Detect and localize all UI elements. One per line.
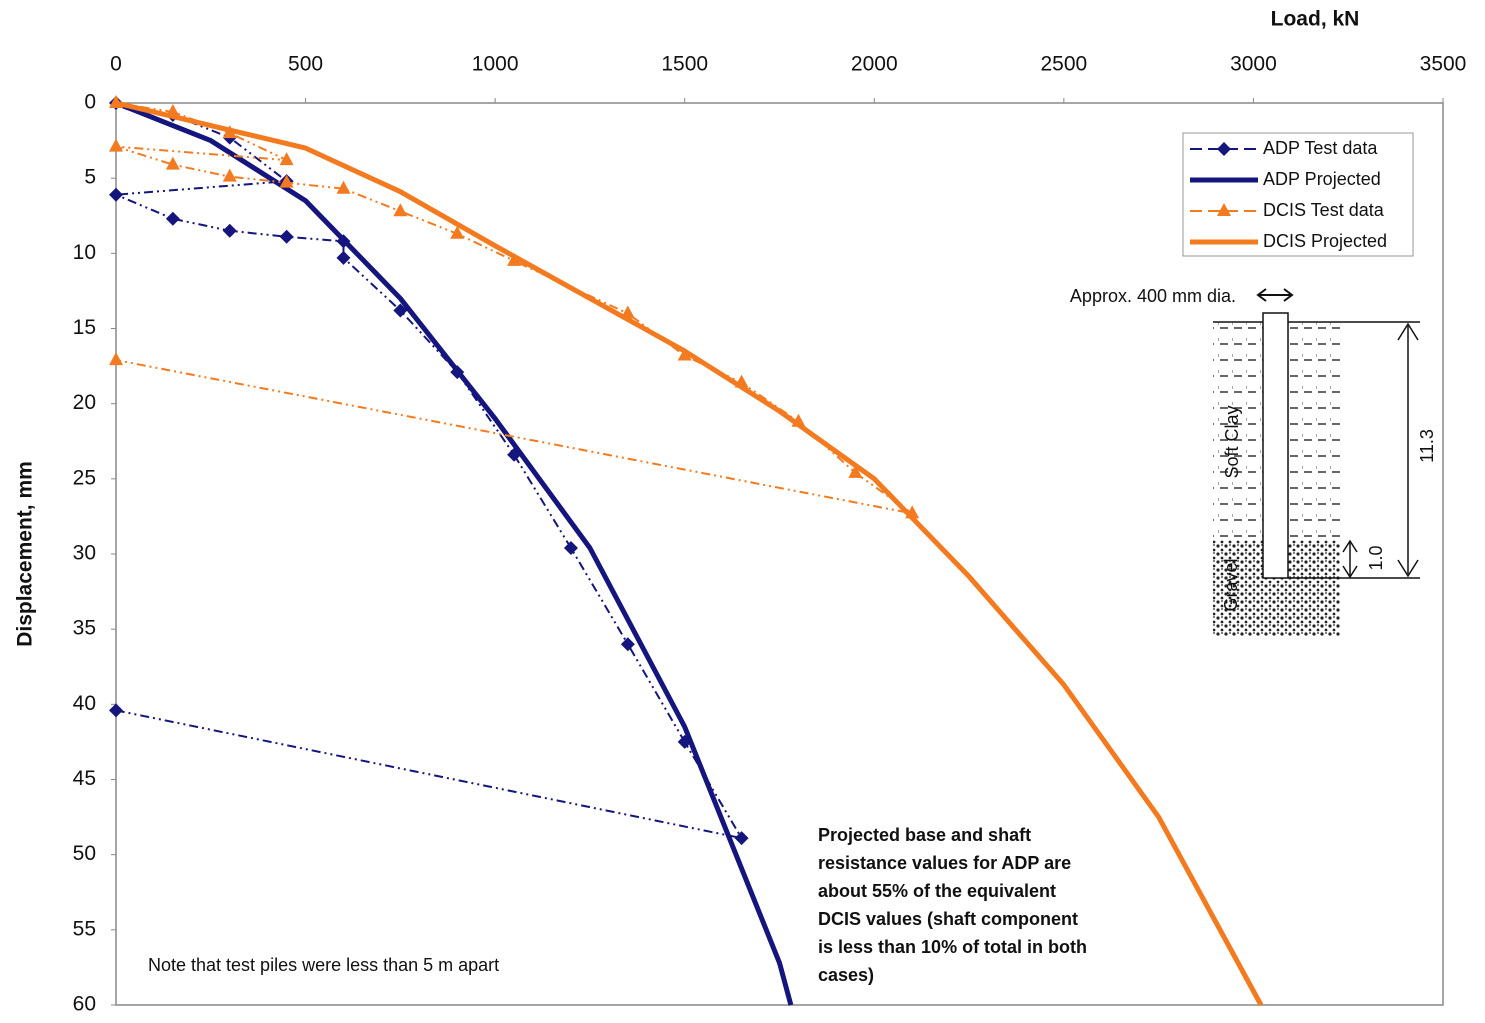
series-line xyxy=(115,100,794,1006)
legend-label: DCIS Test data xyxy=(1263,200,1385,220)
y-tick-label: 15 xyxy=(73,316,96,339)
series xyxy=(109,95,920,519)
gravel-label: Gravel xyxy=(1221,558,1241,611)
data-point xyxy=(507,252,522,266)
data-point xyxy=(848,464,863,478)
data-point xyxy=(165,156,180,170)
legend-label: ADP Projected xyxy=(1263,169,1381,189)
annotation-line: DCIS values (shaft component xyxy=(818,909,1078,929)
y-tick-label: 45 xyxy=(73,767,96,790)
y-tick-label: 50 xyxy=(73,842,96,865)
legend-label: DCIS Projected xyxy=(1263,231,1387,251)
dimension-arrows xyxy=(1397,322,1419,578)
x-tick-label: 500 xyxy=(288,53,323,76)
dimension-arrows xyxy=(1342,539,1358,579)
diameter-label: Approx. 400 mm dia. xyxy=(1070,286,1236,306)
pile xyxy=(1262,312,1289,579)
data-point xyxy=(109,703,123,718)
x-tick-label: 0 xyxy=(110,53,122,76)
y-tick-label: 40 xyxy=(73,692,96,715)
data-point xyxy=(336,250,351,265)
series xyxy=(115,100,794,1006)
data-point xyxy=(1217,142,1231,156)
x-tick-label: 1500 xyxy=(661,53,708,76)
data-point xyxy=(677,347,692,361)
x-tick-label: 2000 xyxy=(851,53,898,76)
note: Note that test piles were less than 5 m … xyxy=(148,955,499,975)
annotation-line: about 55% of the equivalent xyxy=(818,881,1056,901)
x-tick-label: 1000 xyxy=(472,53,519,76)
diameter-arrow xyxy=(1256,288,1294,302)
data-point xyxy=(222,168,237,182)
data-point xyxy=(109,352,123,366)
y-tick-label: 30 xyxy=(73,542,96,565)
annotation-line: resistance values for ADP are xyxy=(818,853,1071,873)
y-tick-label: 0 xyxy=(84,91,96,114)
embedment-label: 1.0 xyxy=(1366,545,1386,570)
x-tick-label: 3500 xyxy=(1420,53,1467,76)
data-point xyxy=(336,180,351,194)
y-tick-label: 60 xyxy=(73,993,96,1016)
y-tick-label: 35 xyxy=(73,617,96,640)
y-tick-label: 55 xyxy=(73,917,96,940)
series xyxy=(115,100,1264,1007)
data-point xyxy=(620,637,635,652)
data-point xyxy=(109,138,123,152)
series-line xyxy=(115,102,743,840)
data-point xyxy=(279,229,294,244)
data-point xyxy=(1217,203,1231,216)
legend-box xyxy=(1182,132,1414,257)
y-tick-label: 5 xyxy=(84,166,96,189)
legend-label: ADP Test data xyxy=(1263,138,1378,158)
series-line xyxy=(115,100,1264,1007)
data-point xyxy=(393,303,408,318)
data-point xyxy=(165,211,180,226)
y-tick-label: 10 xyxy=(73,241,96,264)
data-point xyxy=(279,174,294,188)
data-point xyxy=(450,225,465,239)
y-tick-label: 25 xyxy=(73,466,96,489)
data-point xyxy=(279,152,294,166)
data-point xyxy=(734,831,749,846)
x-tick-label: 2500 xyxy=(1040,53,1087,76)
data-point xyxy=(109,187,123,202)
data-point xyxy=(222,223,237,238)
soft-clay-label: Soft Clay xyxy=(1222,405,1242,478)
annotation-line: Projected base and shaft xyxy=(818,825,1031,845)
y-axis-label: Displacement, mm xyxy=(14,461,37,647)
pile-diagram: Approx. 400 mm dia. Soft Clay Gravel 11.… xyxy=(1070,286,1437,636)
x-axis-label: Load, kN xyxy=(1271,8,1360,31)
y-tick-label: 20 xyxy=(73,391,96,414)
length-label: 11.3 xyxy=(1417,429,1437,463)
annotation-line: cases) xyxy=(818,965,874,985)
data-point xyxy=(563,540,578,555)
x-tick-label: 3000 xyxy=(1230,53,1277,76)
annotation-line: is less than 10% of total in both xyxy=(818,937,1087,957)
data-point xyxy=(393,203,408,217)
